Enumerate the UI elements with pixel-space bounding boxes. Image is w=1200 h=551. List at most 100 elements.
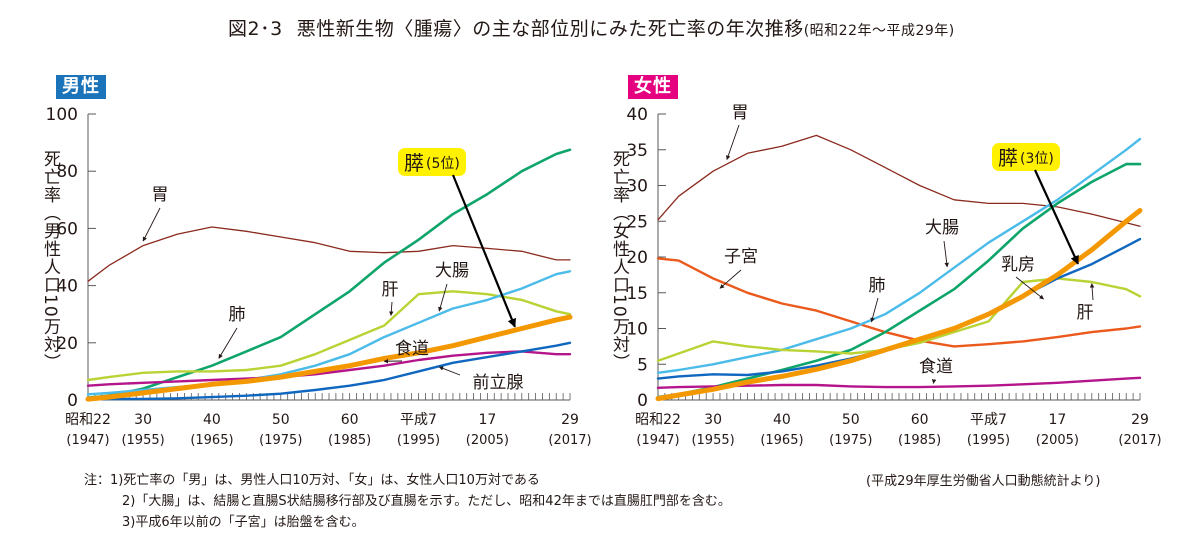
series-label-子宮: 子宮 <box>724 247 758 267</box>
label-arrow <box>438 366 461 376</box>
note-prefix: 注： <box>84 473 111 488</box>
female-panel-badge: 女性 <box>628 75 678 99</box>
label-arrow <box>389 301 394 316</box>
y-tick-label: 10 <box>626 320 648 340</box>
x-tick-era-label: 40 <box>773 412 791 428</box>
y-tick-label: 35 <box>626 141 648 161</box>
x-tick-year-label: (1947) <box>66 433 109 448</box>
y-tick-label: 5 <box>637 355 648 375</box>
y-tick-label: 60 <box>56 219 78 239</box>
y-axis-label: 死亡率（男性人口10万対） <box>40 150 61 372</box>
series-label-前立腺: 前立腺 <box>473 373 524 393</box>
x-tick-era-label: 50 <box>272 412 290 428</box>
y-tick-label: 0 <box>637 391 648 411</box>
y-tick-label: 100 <box>46 105 78 125</box>
note-text-1: 1)死亡率の「男」は、男性人口10万対、「女」は、女性人口10万対である <box>110 473 540 488</box>
x-tick-year-label: (1955) <box>121 433 164 448</box>
series-label-食道: 食道 <box>395 339 429 359</box>
callout-box <box>992 143 1060 171</box>
x-tick-era-label: 50 <box>842 412 860 428</box>
y-tick-label: 20 <box>626 248 648 268</box>
series-label-大腸: 大腸 <box>925 218 959 238</box>
y-axis-label: 死亡率（女性人口10万対） <box>609 150 630 372</box>
notes: 注：1)死亡率の「男」は、男性人口10万対、「女」は、女性人口10万対である 2… <box>84 470 731 533</box>
male-chart: 0 20 40 60 80 100 昭和22 (1947) 30 (1955) 40 (1965) 50… <box>40 105 592 448</box>
label-arrow <box>1089 283 1095 301</box>
series-label-肝: 肝 <box>1077 303 1094 323</box>
label-arrow <box>218 327 238 359</box>
figure-number: 図2･3 <box>228 18 283 40</box>
series-line-胃 <box>657 134 1141 227</box>
x-tick-era-label: 30 <box>704 412 722 428</box>
series-line-肝 <box>86 290 572 382</box>
x-tick-year-label: (1985) <box>328 433 371 448</box>
x-tick-year-label: (1947) <box>636 433 679 448</box>
x-tick-year-label: (1955) <box>691 433 734 448</box>
x-tick-year-label: (2005) <box>466 433 509 448</box>
series-label-肝: 肝 <box>382 280 399 300</box>
y-tick-label: 20 <box>56 334 78 354</box>
note-line-3: 3)平成6年以前の「子宮」は胎盤を含む。 <box>122 515 365 530</box>
x-tick-era-label: 29 <box>561 412 579 428</box>
x-tick-year-label: (2017) <box>1118 433 1161 448</box>
note-line-2: 2)「大腸」は、結腸と直腸S状結腸移行部及び直腸を示す。ただし、昭和42年までは… <box>122 494 731 509</box>
label-arrow <box>719 269 742 289</box>
label-arrow <box>943 240 949 268</box>
x-tick-year-label: (1975) <box>259 433 302 448</box>
series-label-胃: 胃 <box>732 103 749 123</box>
x-tick-era-label: 60 <box>911 412 929 428</box>
label-arrow <box>1015 276 1044 300</box>
label-arrow <box>726 124 740 161</box>
x-tick-year-label: (2017) <box>548 433 591 448</box>
series-label-乳房: 乳房 <box>1001 255 1035 275</box>
x-tick-era-label: 昭和22 <box>65 412 111 428</box>
label-arrow <box>870 297 879 323</box>
series-label-大腸: 大腸 <box>435 261 469 281</box>
x-tick-era-label: 60 <box>341 412 359 428</box>
x-tick-era-label: 昭和22 <box>635 412 681 428</box>
label-arrow <box>142 207 161 242</box>
callout-arrow <box>1034 169 1080 265</box>
y-tick-label: 80 <box>56 162 78 182</box>
label-arrow <box>931 379 937 384</box>
figure-title: 図2･3 悪性新生物〈腫瘍〉の主な部位別にみた死亡率の年次推移(昭和22年～平成2… <box>228 14 955 41</box>
y-tick-label: 40 <box>56 277 78 297</box>
x-tick-year-label: (1985) <box>898 433 941 448</box>
x-tick-year-label: (1975) <box>829 433 872 448</box>
series-line-子宮 <box>656 257 1142 348</box>
x-tick-year-label: (1995) <box>397 433 440 448</box>
x-tick-year-label: (1965) <box>190 433 233 448</box>
series-line-膵(5位) <box>85 314 573 402</box>
callout-label: 膵 <box>404 151 424 175</box>
series-line-肺 <box>656 162 1142 399</box>
x-tick-era-label: 29 <box>1131 412 1149 428</box>
callout-rank: (5位) <box>426 156 460 172</box>
y-tick-label: 40 <box>626 105 648 125</box>
callout-label: 膵 <box>998 146 1018 170</box>
y-tick-label: 25 <box>626 212 648 232</box>
source-citation: (平成29年厚生労働省人口動態統計より) <box>866 474 1101 489</box>
x-tick-year-label: (1995) <box>967 433 1010 448</box>
label-arrow <box>438 283 448 312</box>
y-tick-label: 30 <box>626 177 648 197</box>
x-tick-era-label: 平成7 <box>400 412 437 428</box>
callout-box <box>398 148 466 176</box>
series-label-肺: 肺 <box>229 305 246 325</box>
x-tick-era-label: 17 <box>478 412 496 428</box>
series-line-食道 <box>86 350 572 387</box>
x-tick-era-label: 40 <box>203 412 221 428</box>
title-sub: (昭和22年～平成29年) <box>803 23 955 39</box>
series-line-肝 <box>656 277 1142 362</box>
note-line-1: 注：1)死亡率の「男」は、男性人口10万対、「女」は、女性人口10万対である <box>84 470 731 491</box>
callout-rank: (3位) <box>1020 151 1054 167</box>
y-tick-label: 15 <box>626 284 648 304</box>
series-label-食道: 食道 <box>919 357 953 377</box>
series-label-肺: 肺 <box>869 276 886 296</box>
callout-arrow <box>451 174 516 328</box>
x-tick-era-label: 平成7 <box>970 412 1007 428</box>
male-panel-badge: 男性 <box>56 75 106 99</box>
series-line-前立腺 <box>86 341 572 401</box>
female-chart: 0 5 10 15 20 25 30 35 40 昭和22 (1947) 30 (1955) 40 (196… <box>609 103 1162 448</box>
y-tick-label: 0 <box>67 391 78 411</box>
series-line-胃 <box>87 226 571 282</box>
